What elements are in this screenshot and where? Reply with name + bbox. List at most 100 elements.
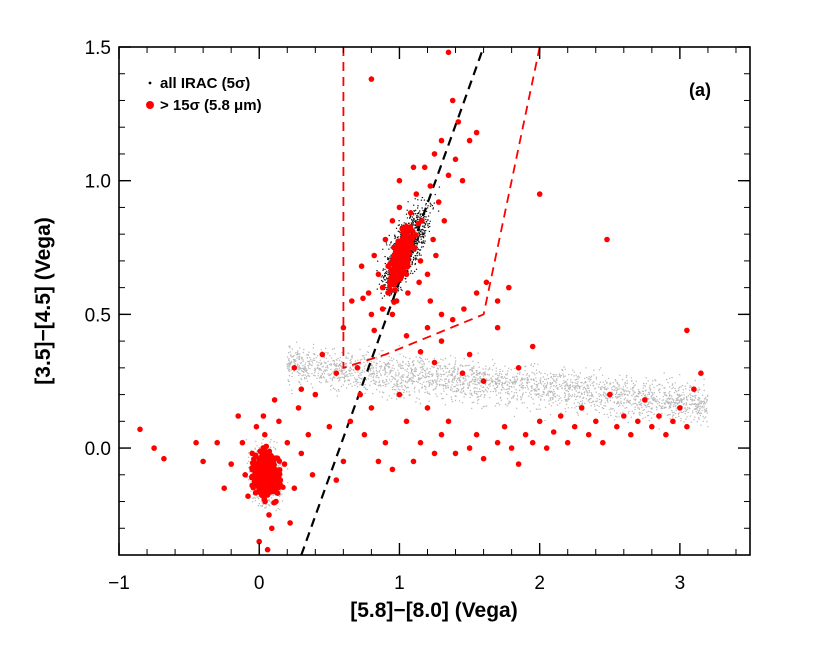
faint-point [408,380,410,382]
faint-point [534,393,536,395]
faint-point [477,399,479,401]
faint-point [429,202,431,204]
faint-point [696,407,699,409]
faint-point [416,240,418,242]
faint-point [414,386,416,388]
faint-point [403,389,406,392]
faint-point [700,402,703,405]
faint-point [482,386,485,388]
faint-point [427,223,429,225]
faint-point [420,238,422,240]
faint-point [600,399,603,401]
faint-point [453,377,455,379]
faint-point [300,368,302,370]
faint-point [333,360,335,362]
faint-point [411,361,414,364]
faint-point [570,379,572,381]
faint-point [671,376,673,379]
faint-point [560,374,563,377]
faint-point [402,380,405,382]
faint-point [691,412,694,414]
faint-point [364,392,366,395]
faint-point [412,377,414,379]
faint-point [514,367,516,370]
faint-point [445,378,447,380]
faint-point [624,383,626,385]
faint-point [450,386,452,388]
faint-point [435,385,438,388]
faint-point [546,393,548,396]
faint-point [425,204,427,206]
faint-point [698,401,701,403]
faint-point [553,391,555,393]
faint-point [539,379,541,381]
faint-point [567,379,569,381]
faint-point [307,365,309,367]
faint-point [467,386,469,389]
faint-point [381,275,384,277]
faint-point [504,365,506,367]
faint-point [508,400,510,402]
faint-point [523,378,525,380]
faint-point [378,384,380,386]
faint-point [436,380,438,382]
faint-point [626,380,628,382]
faint-point [669,397,671,400]
faint-point [571,385,574,388]
faint-point [513,376,516,378]
faint-point [338,390,340,392]
faint-point [584,377,586,380]
faint-point [663,372,665,374]
faint-point [438,186,441,188]
faint-point [639,392,642,394]
faint-point [386,287,389,289]
faint-point [414,213,417,215]
faint-point [288,370,291,373]
faint-point [649,411,651,413]
faint-point [386,383,388,385]
faint-point [334,388,336,390]
faint-point [275,509,277,512]
faint-point [569,387,571,389]
faint-point [411,216,414,218]
faint-point [428,361,430,363]
faint-point [589,384,592,386]
faint-point [599,394,602,396]
faint-point [459,391,462,393]
faint-point [648,419,650,422]
faint-point [650,411,653,413]
faint-point [579,395,582,398]
faint-point [320,369,323,371]
faint-point [514,383,516,385]
faint-point [550,390,552,393]
faint-point [419,373,421,375]
faint-point [329,385,332,387]
faint-point [245,439,248,441]
faint-point [321,366,323,368]
faint-point [440,358,442,360]
faint-point [610,407,612,409]
faint-point [702,420,705,422]
faint-point [427,225,429,227]
faint-point [651,397,653,399]
faint-point [476,387,478,389]
faint-point [475,370,477,372]
faint-point [331,373,333,375]
faint-point [495,367,497,369]
faint-point [444,404,447,406]
faint-point [405,356,407,359]
faint-point [411,382,414,384]
faint-point [339,379,341,381]
faint-point [382,350,384,352]
faint-point [425,216,427,218]
faint-point [537,383,540,385]
faint-point [540,377,542,379]
faint-point [386,375,388,377]
faint-point [422,246,424,248]
faint-point [461,392,463,394]
faint-point [583,391,586,393]
faint-point [566,389,568,392]
faint-point [338,369,340,371]
faint-point [363,386,365,389]
faint-point [419,231,422,233]
